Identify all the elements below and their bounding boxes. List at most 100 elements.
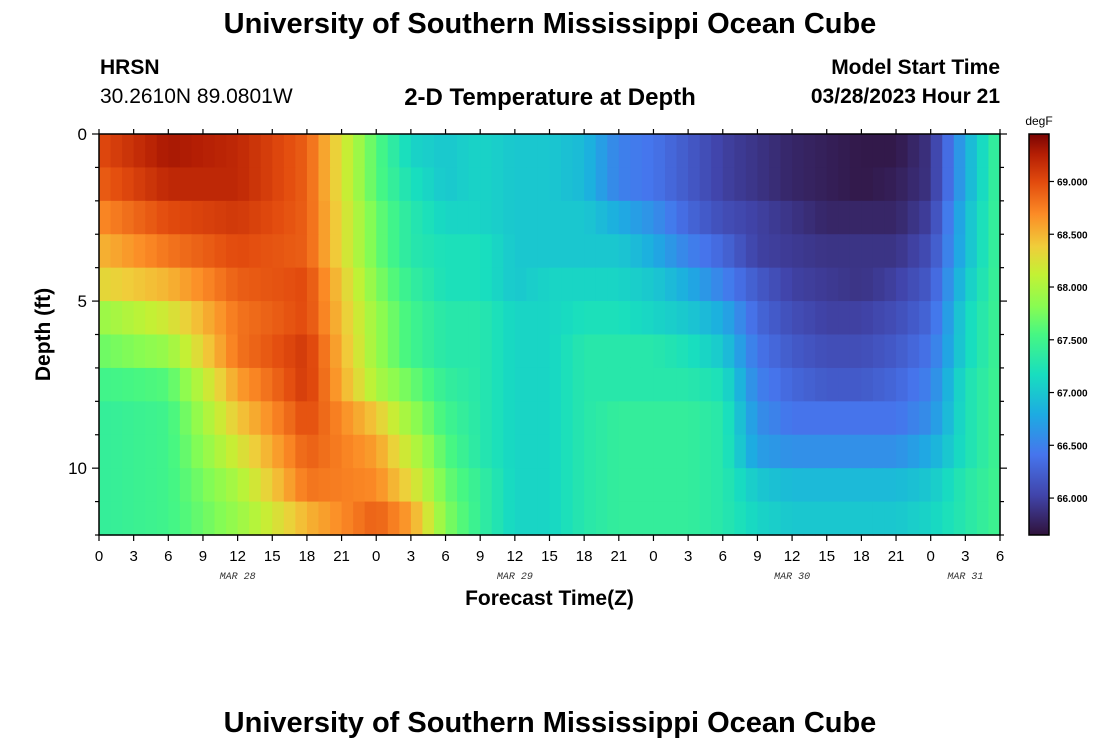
heatmap-cell [745, 267, 759, 302]
heatmap-cell [445, 134, 458, 169]
heatmap-cell [457, 468, 470, 503]
heatmap-cell [122, 367, 135, 402]
heatmap-cell [849, 401, 862, 436]
heatmap-cell [445, 167, 458, 202]
heatmap-cell [861, 468, 874, 503]
heatmap-cell [872, 167, 886, 202]
heatmap-cell [653, 267, 666, 302]
heatmap-cell [295, 401, 308, 436]
colorbar-tick-label: 66.500 [1057, 441, 1088, 452]
heatmap-cell [780, 267, 793, 302]
heatmap-cell [872, 434, 886, 469]
heatmap-cell [768, 167, 782, 202]
heatmap-cell [537, 468, 551, 503]
heatmap-cell [445, 334, 458, 369]
heatmap-cell [526, 501, 539, 536]
heatmap-cell [480, 301, 493, 336]
heatmap-cell [122, 167, 135, 202]
heatmap-cell [202, 434, 216, 469]
heatmap-cell [99, 167, 112, 202]
station-coordinates: 30.2610N 89.0801W [100, 85, 293, 108]
heatmap-cell [561, 234, 574, 269]
heatmap-cell [688, 468, 701, 503]
heatmap-cell [353, 134, 366, 169]
heatmap-cell [237, 200, 250, 235]
heatmap-cell [295, 468, 308, 503]
heatmap-cell [919, 267, 932, 302]
x-tick-label: 9 [753, 548, 761, 565]
heatmap-cell [849, 501, 862, 536]
heatmap-cell [849, 200, 862, 235]
heatmap-cell [607, 401, 620, 436]
heatmap-cell [526, 301, 539, 336]
heatmap-cell [306, 434, 320, 469]
y-tick-label: 10 [68, 459, 87, 478]
heatmap-cell [468, 301, 481, 336]
heatmap-cell [526, 401, 539, 436]
heatmap-cell [145, 134, 158, 169]
heatmap-cell [260, 468, 273, 503]
heatmap-cell [514, 468, 527, 503]
heatmap-cell [295, 267, 308, 302]
heatmap-cell [884, 134, 897, 169]
heatmap-cell [491, 267, 504, 302]
heatmap-cell [422, 334, 435, 369]
heatmap-cell [930, 301, 943, 336]
colorbar-tick-label: 66.000 [1057, 494, 1088, 505]
heatmap-cell [133, 234, 146, 269]
heatmap-cell [676, 501, 689, 536]
heatmap-cell [433, 468, 447, 503]
heatmap-cell [699, 200, 712, 235]
heatmap-cell [122, 234, 135, 269]
heatmap-cell [699, 401, 712, 436]
heatmap-cell [607, 134, 620, 169]
heatmap-cell [549, 434, 562, 469]
heatmap-cell [930, 501, 943, 536]
heatmap-cell [341, 401, 354, 436]
heatmap-cell [815, 401, 828, 436]
heatmap-cell [561, 301, 574, 336]
heatmap-cell [410, 434, 424, 469]
y-axis-title: Depth (ft) [32, 288, 55, 381]
heatmap-cell [133, 301, 146, 336]
heatmap-cell [665, 367, 678, 402]
heatmap-cell [803, 234, 816, 269]
heatmap-cell [884, 200, 897, 235]
heatmap-cell [826, 468, 839, 503]
heatmap-cell [341, 234, 354, 269]
heatmap-cell [503, 367, 516, 402]
heatmap-cell [861, 301, 874, 336]
heatmap-cell [179, 267, 193, 302]
heatmap-cell [711, 234, 724, 269]
heatmap-cell [884, 468, 897, 503]
x-axis-title: Forecast Time(Z) [465, 587, 634, 610]
heatmap-cell [503, 234, 516, 269]
heatmap-cell [607, 468, 620, 503]
heatmap-cell [179, 334, 193, 369]
heatmap-cell [792, 501, 805, 536]
heatmap-cell [803, 301, 816, 336]
colorbar-ticks: 66.000 66.500 67.000 67.500 68.000 68.500 69.0… [1049, 177, 1088, 505]
heatmap-cell [179, 501, 193, 536]
heatmap-cell [815, 200, 828, 235]
heatmap-cell [618, 234, 631, 269]
heatmap-cell [665, 501, 678, 536]
heatmap-cell [168, 367, 181, 402]
heatmap-cell [306, 134, 320, 169]
heatmap-cell [618, 134, 631, 169]
heatmap-cell [630, 401, 643, 436]
heatmap-cell [803, 334, 816, 369]
heatmap-cell [214, 334, 227, 369]
heatmap-cell [226, 468, 239, 503]
heatmap-cell [907, 267, 920, 302]
heatmap-cell [641, 468, 655, 503]
heatmap-cell [226, 501, 239, 536]
heatmap-cell [341, 200, 354, 235]
heatmap-cell [214, 267, 227, 302]
heatmap-cell [179, 401, 193, 436]
heatmap-cell [896, 501, 909, 536]
heatmap-cell [457, 301, 470, 336]
heatmap-cell [953, 234, 966, 269]
heatmap-cell [584, 234, 597, 269]
heatmap-cell [295, 501, 308, 536]
